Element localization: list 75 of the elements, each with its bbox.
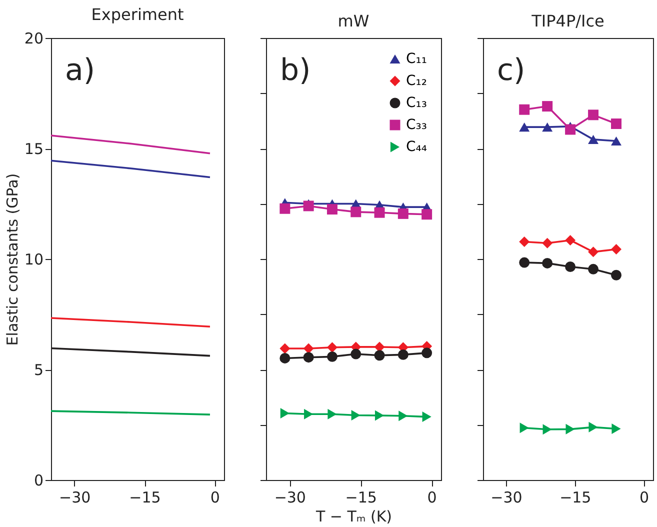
- x-tick-label: 0: [640, 488, 650, 506]
- y-axis-title: Elastic constants (GPa): [3, 173, 22, 346]
- point: [611, 118, 622, 129]
- point: [519, 257, 530, 268]
- point: [565, 262, 576, 272]
- point: [351, 410, 360, 420]
- point: [303, 343, 314, 354]
- legend-label: C₄₄: [406, 139, 428, 155]
- x-tick-label: −15: [129, 488, 161, 506]
- point: [519, 104, 530, 115]
- y-tick-label: 15: [24, 140, 44, 158]
- y-tick-label: 20: [24, 30, 44, 48]
- legend-label: C₁₃: [406, 95, 427, 111]
- point: [611, 136, 622, 146]
- point: [398, 349, 408, 360]
- point: [542, 101, 553, 112]
- point: [326, 204, 338, 215]
- point: [280, 352, 290, 364]
- annotation: a): [65, 53, 96, 88]
- x-axis-title: T − Tₘ (K): [314, 508, 392, 526]
- x-tick-label: −15: [345, 488, 377, 506]
- x-tick-label: −30: [274, 488, 306, 506]
- point: [374, 207, 385, 218]
- point: [398, 410, 408, 422]
- chart-title: TIP4P/Ice: [530, 12, 604, 30]
- point: [519, 122, 530, 132]
- point: [611, 270, 622, 280]
- legend-label: C₃₃: [406, 117, 427, 133]
- point: [612, 423, 621, 434]
- annotation: b): [280, 53, 311, 88]
- x-tick-label: −15: [560, 488, 592, 506]
- point: [542, 122, 553, 132]
- point: [374, 350, 385, 361]
- point: [542, 424, 552, 435]
- legend-label: C₁₂: [406, 73, 427, 89]
- chart-title: mW: [338, 12, 370, 30]
- point: [611, 244, 622, 255]
- point: [304, 408, 314, 420]
- point: [542, 258, 553, 268]
- point: [280, 343, 290, 354]
- chart-title: Experiment: [91, 5, 184, 24]
- annotation: c): [497, 53, 526, 88]
- point: [422, 348, 432, 358]
- point: [280, 203, 290, 214]
- y-tick-label: 5: [34, 361, 44, 379]
- point: [588, 246, 599, 258]
- point: [422, 412, 432, 422]
- point: [326, 351, 338, 362]
- point: [326, 342, 338, 353]
- point: [328, 408, 337, 420]
- point: [303, 352, 314, 363]
- x-tick-label: 0: [427, 488, 437, 506]
- point: [280, 408, 290, 418]
- point: [303, 200, 314, 212]
- point: [588, 264, 599, 274]
- point: [542, 238, 553, 248]
- point: [565, 234, 576, 246]
- point: [350, 348, 362, 360]
- point: [398, 208, 408, 219]
- point: [565, 124, 576, 135]
- point: [422, 209, 432, 220]
- point: [520, 422, 529, 434]
- point: [588, 422, 598, 432]
- y-tick-label: 10: [24, 250, 44, 268]
- point: [588, 110, 599, 120]
- point: [588, 134, 599, 144]
- x-tick-label: −30: [490, 488, 522, 506]
- point: [350, 206, 362, 218]
- point: [519, 236, 530, 248]
- x-tick-label: 0: [210, 488, 220, 506]
- point: [374, 410, 384, 421]
- y-tick-label: 0: [34, 472, 44, 490]
- point: [566, 424, 575, 434]
- x-tick-label: −30: [59, 488, 91, 506]
- legend-label: C₁₁: [406, 51, 427, 67]
